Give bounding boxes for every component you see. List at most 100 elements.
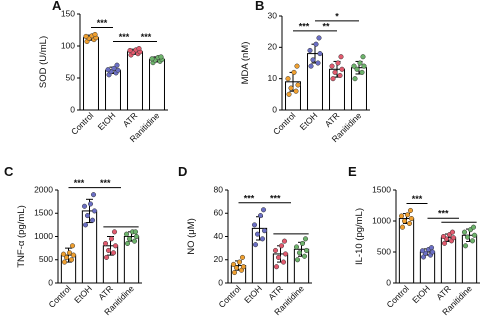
y-tick-label: 10 [268, 73, 278, 83]
data-point [149, 56, 155, 62]
data-point [280, 259, 287, 265]
data-point [126, 236, 133, 242]
data-point [302, 236, 309, 242]
data-point [351, 63, 357, 69]
data-point [123, 231, 130, 237]
data-point [230, 261, 237, 267]
data-point [108, 236, 115, 242]
data-point [293, 88, 299, 94]
panel-letter: E [348, 164, 357, 179]
data-point [316, 35, 322, 41]
data-point [361, 63, 367, 69]
data-point [299, 240, 306, 247]
significance-label: * [335, 11, 339, 21]
data-point [87, 201, 94, 207]
data-point [462, 243, 469, 249]
data-point [133, 233, 140, 240]
data-point [449, 229, 456, 235]
x-tick-label: ATR [323, 110, 342, 129]
significance-label: *** [100, 178, 111, 188]
y-tick-label: 80 [214, 184, 224, 194]
data-point [254, 231, 261, 237]
data-point [296, 250, 303, 256]
data-point [60, 251, 67, 257]
panel-letter: D [178, 164, 187, 179]
significance-label: *** [412, 194, 423, 204]
data-point [236, 259, 243, 265]
data-point [91, 208, 98, 214]
data-point [315, 60, 321, 66]
data-point [288, 85, 294, 91]
data-point [401, 218, 408, 224]
data-point [419, 248, 426, 254]
y-tick-label: 50 [66, 72, 76, 82]
data-point [102, 240, 109, 247]
data-point [354, 66, 360, 72]
data-point [303, 247, 310, 253]
y-tick-label: 60 [214, 208, 224, 218]
bar [83, 37, 99, 111]
data-point [239, 254, 246, 260]
data-point [132, 229, 139, 235]
panel-letter: C [4, 164, 14, 179]
significance-label: *** [270, 193, 281, 203]
y-tick-label: 20 [214, 254, 224, 264]
data-point [115, 67, 121, 73]
data-point [301, 253, 308, 259]
bar [127, 51, 143, 111]
data-point [461, 229, 468, 235]
data-point [105, 67, 111, 73]
data-point [471, 232, 478, 238]
data-point [291, 69, 297, 75]
data-point [84, 213, 91, 219]
x-tick-label: EtOH [298, 110, 320, 132]
data-point [404, 212, 411, 218]
y-tick-label: 0 [70, 104, 75, 114]
data-point [359, 69, 365, 75]
data-point [127, 47, 133, 54]
data-point [112, 243, 119, 249]
data-point [261, 228, 268, 234]
y-tick-label: 0 [218, 277, 223, 287]
significance-label: *** [119, 32, 130, 42]
data-point [81, 203, 88, 209]
data-point [124, 240, 131, 247]
y-tick-label: 30 [268, 10, 278, 20]
data-point [399, 224, 406, 230]
data-point [136, 46, 142, 52]
data-point [282, 251, 289, 257]
significance-label: *** [438, 209, 449, 219]
data-point [158, 54, 164, 60]
y-tick-label: 40 [214, 231, 224, 241]
data-point [360, 54, 366, 60]
data-point [310, 57, 316, 63]
data-point [233, 265, 240, 271]
data-point [464, 234, 471, 240]
data-point [335, 60, 341, 66]
y-tick-label: 2000 [34, 184, 53, 194]
data-point [308, 63, 314, 69]
significance-label: *** [141, 32, 152, 42]
x-tick-label: EtOH [72, 283, 94, 305]
data-point [92, 31, 98, 38]
data-point [259, 236, 266, 242]
y-tick-label: 500 [39, 254, 53, 264]
data-point [111, 229, 118, 235]
data-point [273, 264, 280, 270]
data-point [329, 63, 335, 69]
y-axis-label: TNF-α (pg/mL) [16, 205, 27, 268]
significance-label: *** [244, 193, 255, 203]
data-point [398, 213, 405, 219]
data-point [337, 72, 343, 79]
data-point [406, 220, 413, 227]
significance-label: *** [97, 18, 108, 28]
data-point [294, 257, 301, 263]
y-tick-label: 150 [61, 8, 75, 18]
data-point [251, 222, 258, 228]
y-tick-label: 1500 [34, 208, 53, 218]
data-point [89, 217, 96, 223]
data-point [68, 257, 75, 263]
data-point [281, 238, 288, 244]
data-point [90, 192, 97, 198]
